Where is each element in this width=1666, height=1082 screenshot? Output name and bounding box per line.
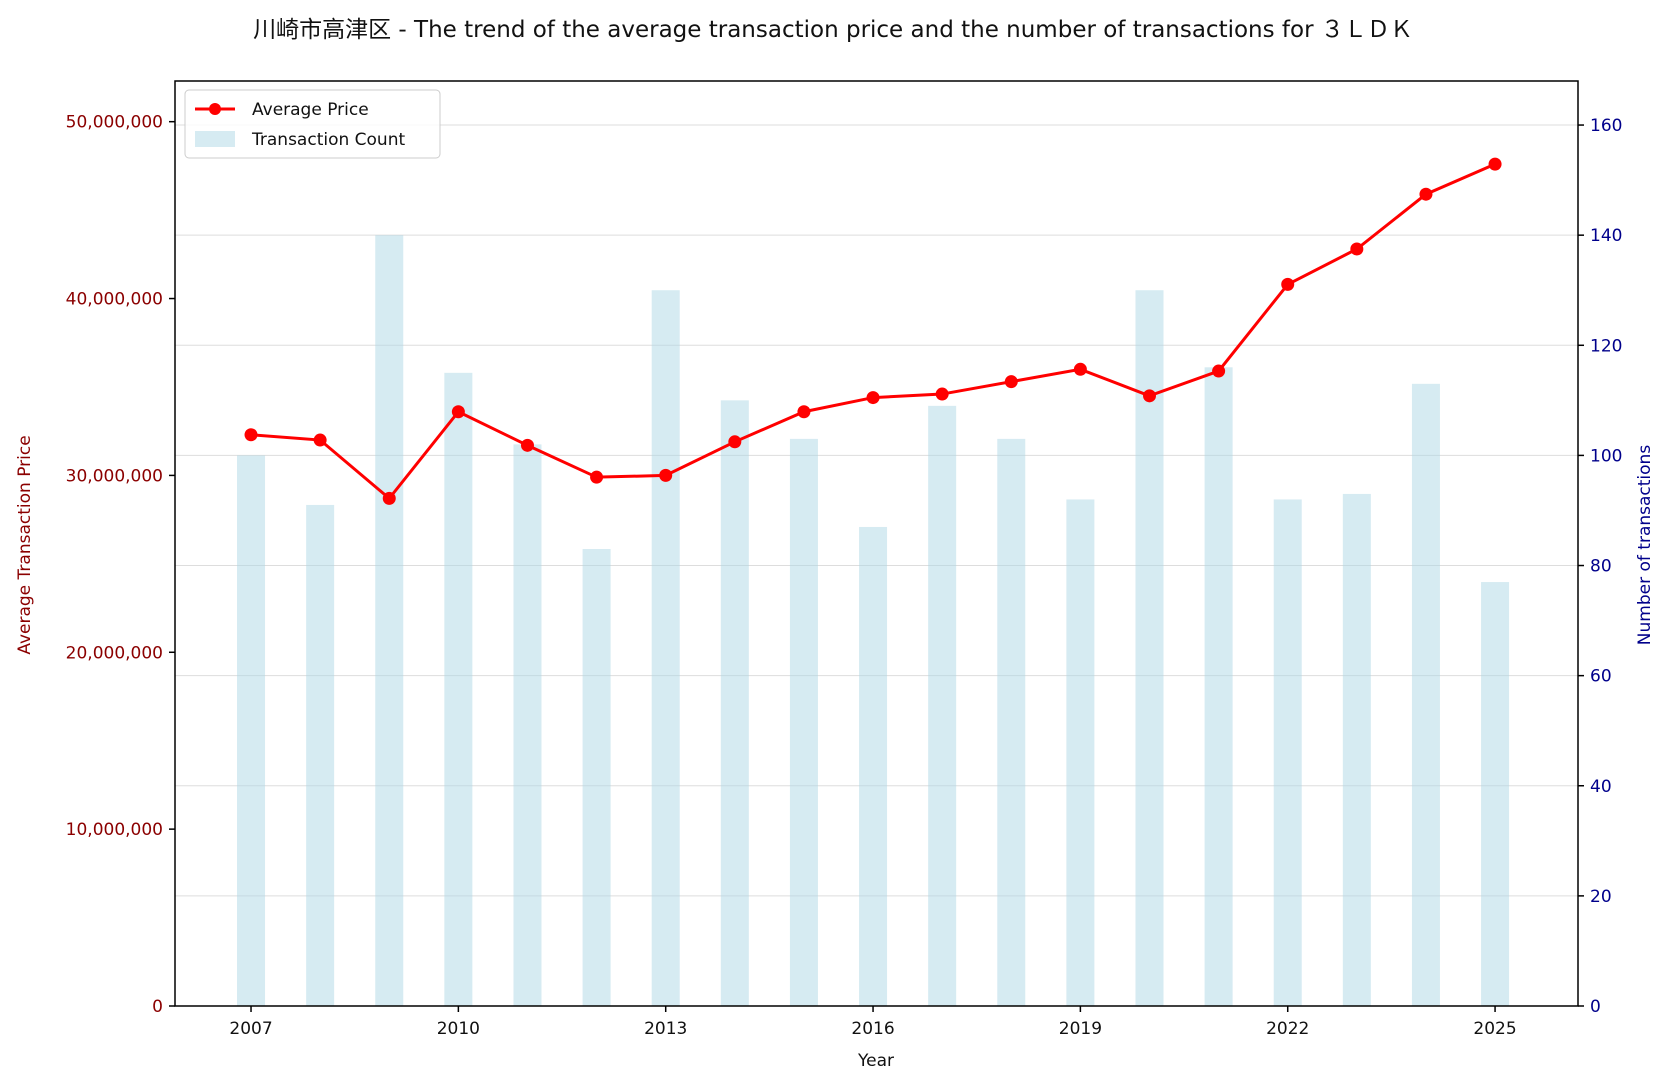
left-axis-label: Average Transaction Price [15,435,35,654]
left-tick-label: 20,000,000 [66,643,163,663]
price-point-2021 [1212,364,1226,378]
plot-frame [174,80,1579,1007]
legend: Average Price Transaction Count [184,89,441,159]
right-tick-label: 80 [1590,557,1612,577]
bar-2025 [1481,582,1510,1006]
x-tick-label: 2013 [644,1019,687,1039]
price-point-2012 [590,470,604,484]
price-point-2017 [935,387,949,401]
x-axis-label: Year [857,1051,894,1071]
price-point-2024 [1419,187,1433,201]
bar-2024 [1411,383,1440,1006]
bar-2009 [375,235,404,1006]
bar-2022 [1273,499,1302,1006]
price-point-2018 [1004,375,1018,389]
right-tick-label: 120 [1590,336,1622,356]
right-tick-label: 40 [1590,777,1612,797]
x-tick-label: 2022 [1266,1019,1309,1039]
right-tick-label: 160 [1590,116,1622,136]
right-tick-label: 60 [1590,667,1612,687]
bar-2017 [928,405,957,1006]
right-tick-label: 140 [1590,226,1622,246]
bar-series [237,235,1510,1007]
bar-2021 [1204,367,1233,1006]
bar-2011 [513,444,542,1007]
bar-2018 [997,438,1026,1006]
price-point-2015 [797,405,811,419]
x-tick-label: 2025 [1473,1019,1516,1039]
legend-marker-swatch [209,103,221,115]
bar-2013 [651,290,680,1006]
right-axis-label: Number of transactions [1635,445,1655,646]
bar-2007 [237,455,266,1006]
x-tick-label: 2016 [851,1019,894,1039]
bar-2020 [1135,290,1164,1006]
legend-average-price: Average Price [252,100,369,120]
right-axis-ticks: 0 20 40 60 80 100 120 140 160 [1578,116,1622,1017]
x-tick-label: 2007 [229,1019,272,1039]
price-point-2008 [313,433,327,447]
price-point-2010 [451,405,465,419]
bar-2012 [582,549,611,1006]
left-tick-label: 0 [152,997,163,1017]
left-axis-ticks: 0 10,000,000 20,000,000 30,000,000 40,000,00… [66,113,175,1017]
bar-2014 [720,400,749,1007]
price-point-2013 [659,468,673,482]
left-tick-label: 50,000,000 [66,113,163,133]
price-point-2014 [728,435,742,449]
right-tick-label: 0 [1590,997,1601,1017]
price-point-2023 [1350,242,1364,256]
left-tick-label: 30,000,000 [66,466,163,486]
bar-2010 [444,372,473,1006]
bar-2023 [1342,493,1371,1007]
left-tick-label: 10,000,000 [66,820,163,840]
price-point-2025 [1488,157,1502,171]
price-point-2016 [866,391,880,405]
chart-title: 川崎市高津区 - The trend of the average transa… [253,17,1413,43]
right-tick-label: 20 [1590,887,1612,907]
price-point-2007 [244,428,258,442]
legend-transaction-count: Transaction Count [251,130,405,150]
x-tick-label: 2019 [1059,1019,1102,1039]
bar-2016 [859,526,888,1006]
left-tick-label: 40,000,000 [66,290,163,310]
price-point-2020 [1142,389,1156,403]
bar-2008 [306,504,335,1006]
x-tick-label: 2010 [437,1019,480,1039]
right-tick-label: 100 [1590,446,1622,466]
legend-box [184,89,441,159]
bar-2019 [1066,499,1095,1006]
price-point-2022 [1281,277,1295,291]
line-series [244,157,1502,505]
bar-2015 [789,438,818,1006]
price-point-2009 [382,491,396,505]
price-point-2019 [1073,362,1087,376]
average-price-line [250,162,1496,501]
legend-bar-swatch [195,131,235,147]
price-point-2011 [520,438,534,452]
x-axis-ticks: 2007 2010 2013 2016 2019 2022 2025 [229,1006,1517,1039]
